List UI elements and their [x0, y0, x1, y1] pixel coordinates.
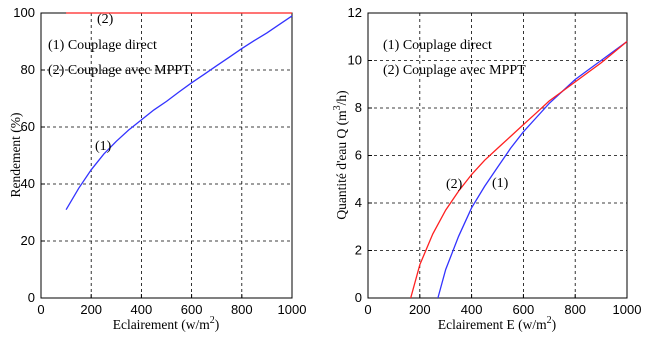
series-line-1	[437, 40, 628, 299]
series-label-1: (1)	[95, 139, 112, 154]
x-tick-label: 0	[364, 302, 371, 317]
series-label-2: (2)	[97, 12, 114, 27]
x-tick-label: 200	[409, 302, 431, 317]
x-tick-label: 1000	[278, 302, 307, 317]
y-tick-label: 12	[348, 5, 362, 20]
x-axis-label: Eclairement E (w/m2)	[438, 315, 556, 332]
y-tick-label: 10	[348, 53, 362, 68]
x-tick-label: 400	[461, 302, 483, 317]
y-tick-label: 60	[21, 119, 35, 134]
x-tick-label: 1000	[613, 302, 642, 317]
y-tick-label: 40	[21, 176, 35, 191]
x-tick-label: 800	[564, 302, 586, 317]
y-tick-label: 100	[13, 5, 35, 20]
x-axis-label: Eclairement (w/m2)	[113, 315, 220, 332]
y-tick-label: 4	[355, 195, 362, 210]
x-tick-label: 400	[131, 302, 153, 317]
y-axis-label: Rendement (%)	[8, 112, 23, 197]
plot-frame	[40, 12, 293, 299]
series-line-2	[410, 40, 628, 299]
y-tick-label: 80	[21, 62, 35, 77]
plot-frame	[367, 12, 628, 299]
y-tick-label: 6	[355, 148, 362, 163]
series-label-1: (1)	[492, 176, 509, 191]
series-label-2: (2)	[446, 177, 463, 192]
legend-entry-2: (2) Couplage avec MPPT	[48, 63, 191, 78]
chart-panel-2: 0 200 400 600 800 1000 0 2 4 6 8 10 12 (1) (2) (1) Coup…	[332, 5, 641, 332]
y-tick-label: 8	[355, 100, 362, 115]
legend-entry-1: (1) Couplage direct	[383, 38, 492, 53]
chart-panel-1: 0 200 400 600 800 1000 0 20 40 60 80 100 (1) (2) (1) C…	[8, 5, 306, 332]
legend-entry-2: (2) Couplage avec MPPT	[383, 63, 526, 78]
y-tick-label: 0	[28, 290, 35, 305]
x-tick-label: 600	[181, 302, 203, 317]
x-tick-label: 200	[80, 302, 102, 317]
y-tick-label: 0	[355, 290, 362, 305]
x-tick-label: 0	[37, 302, 44, 317]
series-line-1	[65, 15, 293, 211]
y-tick-label: 20	[21, 233, 35, 248]
y-axis-label: Quantité d'eau Q (m3/h)	[332, 90, 349, 219]
x-tick-label: 800	[231, 302, 253, 317]
legend-entry-1: (1) Couplage direct	[48, 38, 157, 53]
x-tick-label: 600	[513, 302, 535, 317]
y-tick-label: 2	[355, 243, 362, 258]
